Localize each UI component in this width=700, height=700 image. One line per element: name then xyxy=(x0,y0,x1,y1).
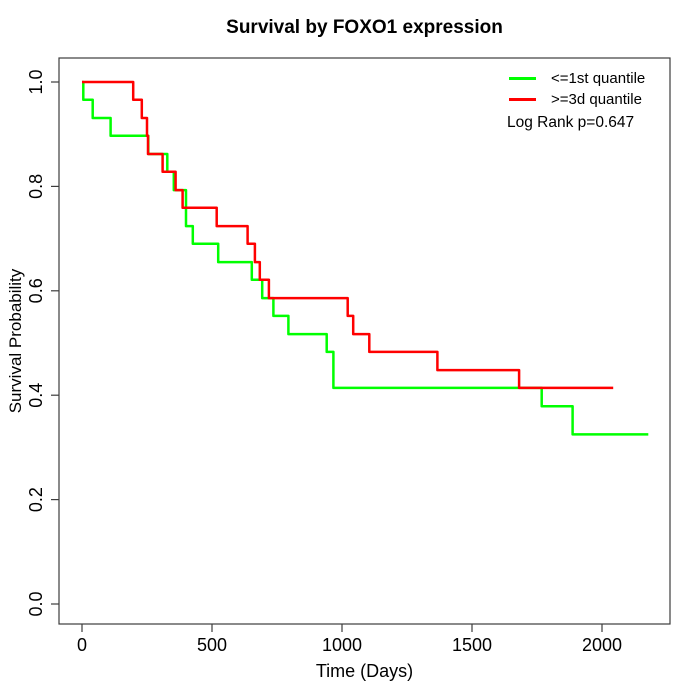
chart-title: Survival by FOXO1 expression xyxy=(226,17,503,38)
x-tick-label: 0 xyxy=(77,635,87,655)
y-tick-label: 0.8 xyxy=(26,174,46,199)
y-tick-label: 0.6 xyxy=(26,278,46,303)
legend-item-high-quantile: >=3d quantile xyxy=(509,89,645,110)
legend-label-low-quantile: <=1st quantile xyxy=(551,70,646,87)
legend-item-low-quantile: <=1st quantile xyxy=(509,68,645,89)
y-axis-label: Survival Probability xyxy=(6,268,25,414)
logrank-annotation: Log Rank p=0.647 xyxy=(507,114,635,131)
legend-label-high-quantile: >=3d quantile xyxy=(551,91,642,108)
x-tick-label: 1000 xyxy=(322,635,362,655)
legend: <=1st quantile >=3d quantile xyxy=(509,68,645,110)
legend-line-green xyxy=(509,77,536,80)
legend-line-red xyxy=(509,98,536,101)
km-curve-low-quantile xyxy=(82,80,649,436)
km-curve-high-quantile xyxy=(82,80,614,390)
y-tick-label: 1.0 xyxy=(26,69,46,94)
y-tick-label: 0.2 xyxy=(26,487,46,512)
y-tick-label: 0.4 xyxy=(26,383,46,408)
y-tick-label: 0.0 xyxy=(26,591,46,616)
x-tick-label: 500 xyxy=(197,635,227,655)
x-tick-label: 1500 xyxy=(452,635,492,655)
x-tick-label: 2000 xyxy=(582,635,622,655)
plot-box xyxy=(58,57,671,625)
x-axis-label: Time (Days) xyxy=(315,661,414,681)
